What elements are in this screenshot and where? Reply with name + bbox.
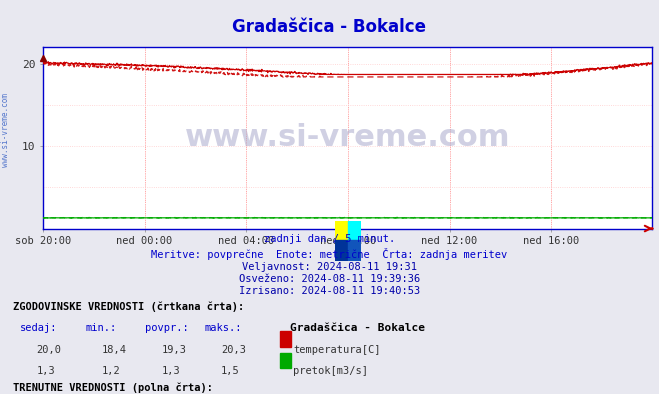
- Text: 18,4: 18,4: [102, 345, 127, 355]
- Text: TRENUTNE VREDNOSTI (polna črta):: TRENUTNE VREDNOSTI (polna črta):: [13, 382, 213, 393]
- Text: 1,3: 1,3: [161, 366, 180, 376]
- Text: Veljavnost: 2024-08-11 19:31: Veljavnost: 2024-08-11 19:31: [242, 262, 417, 272]
- Text: 20,3: 20,3: [221, 345, 246, 355]
- Text: maks.:: maks.:: [204, 323, 242, 333]
- Text: 20,0: 20,0: [36, 345, 61, 355]
- Text: 19,3: 19,3: [161, 345, 186, 355]
- Text: temperatura[C]: temperatura[C]: [293, 345, 381, 355]
- Text: ZGODOVINSKE VREDNOSTI (črtkana črta):: ZGODOVINSKE VREDNOSTI (črtkana črta):: [13, 301, 244, 312]
- Text: Meritve: povprečne  Enote: metrične  Črta: zadnja meritev: Meritve: povprečne Enote: metrične Črta:…: [152, 248, 507, 260]
- Text: zadnji dan / 5 minut.: zadnji dan / 5 minut.: [264, 234, 395, 244]
- Text: Izrisano: 2024-08-11 19:40:53: Izrisano: 2024-08-11 19:40:53: [239, 286, 420, 296]
- Text: www.si-vreme.com: www.si-vreme.com: [1, 93, 10, 167]
- Text: pretok[m3/s]: pretok[m3/s]: [293, 366, 368, 376]
- Text: Gradaščica - Bokalce: Gradaščica - Bokalce: [290, 323, 425, 333]
- Text: povpr.:: povpr.:: [145, 323, 188, 333]
- Text: sedaj:: sedaj:: [20, 323, 57, 333]
- Text: 1,3: 1,3: [36, 366, 55, 376]
- Text: 1,5: 1,5: [221, 366, 239, 376]
- Text: www.si-vreme.com: www.si-vreme.com: [185, 123, 510, 152]
- Text: Osveženo: 2024-08-11 19:39:36: Osveženo: 2024-08-11 19:39:36: [239, 274, 420, 284]
- Text: Gradaščica - Bokalce: Gradaščica - Bokalce: [233, 18, 426, 36]
- Text: min.:: min.:: [86, 323, 117, 333]
- Text: 1,2: 1,2: [102, 366, 121, 376]
